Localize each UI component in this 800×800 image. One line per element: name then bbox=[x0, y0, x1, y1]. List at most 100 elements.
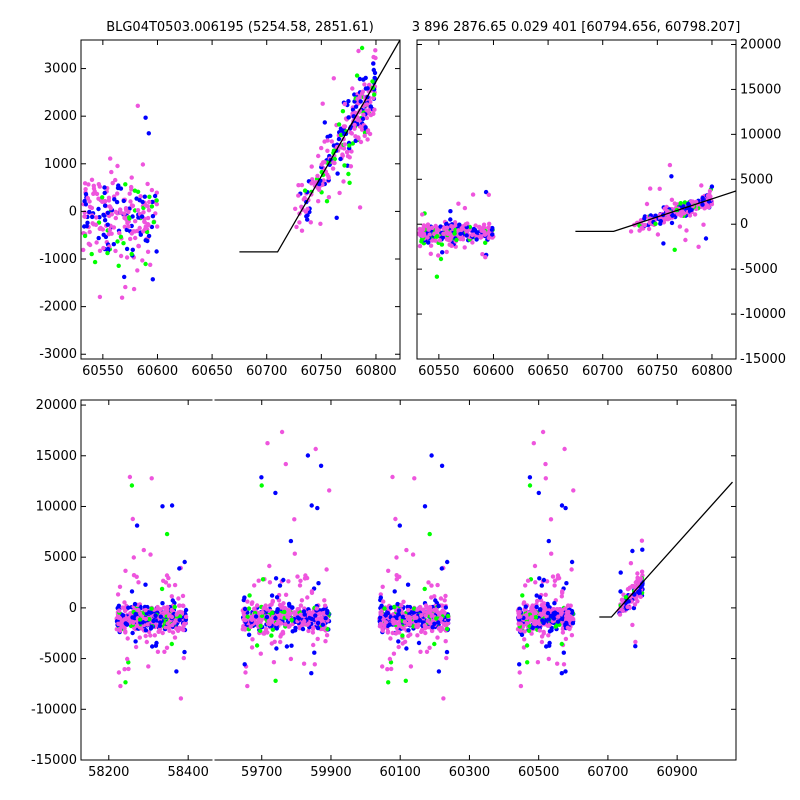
data-point bbox=[243, 670, 248, 675]
data-point bbox=[319, 145, 324, 151]
data-point bbox=[417, 231, 422, 236]
data-point bbox=[282, 609, 287, 615]
data-point bbox=[172, 620, 177, 625]
data-point bbox=[570, 621, 576, 626]
y-tick-label: 0 bbox=[740, 217, 748, 232]
data-point bbox=[165, 621, 170, 626]
data-point bbox=[279, 429, 285, 435]
data-point bbox=[102, 218, 108, 223]
data-point bbox=[559, 503, 565, 508]
data-point bbox=[118, 234, 124, 239]
data-point bbox=[683, 237, 688, 243]
data-point bbox=[246, 632, 252, 637]
data-point bbox=[552, 601, 557, 606]
data-point bbox=[169, 607, 174, 613]
data-point bbox=[701, 222, 706, 227]
data-point bbox=[137, 635, 142, 640]
data-point bbox=[131, 555, 136, 560]
data-point bbox=[116, 183, 121, 188]
data-point bbox=[299, 598, 305, 603]
data-point bbox=[517, 670, 522, 675]
model-line bbox=[239, 40, 400, 253]
data-point bbox=[541, 577, 547, 583]
data-point bbox=[669, 220, 675, 226]
data-point bbox=[527, 475, 533, 480]
data-point bbox=[552, 578, 558, 583]
data-point bbox=[141, 547, 146, 553]
data-point bbox=[278, 634, 283, 639]
data-point bbox=[160, 601, 165, 606]
data-point bbox=[258, 628, 263, 633]
data-point bbox=[452, 231, 457, 236]
data-point bbox=[324, 567, 329, 572]
data-point bbox=[394, 555, 399, 560]
data-point bbox=[405, 582, 411, 587]
data-point bbox=[438, 224, 443, 229]
data-point bbox=[315, 625, 321, 631]
data-point bbox=[394, 577, 399, 582]
data-point bbox=[111, 242, 117, 247]
data-point bbox=[130, 516, 135, 522]
data-point bbox=[329, 139, 334, 144]
x-tick-label: 60700 bbox=[582, 364, 623, 379]
data-point bbox=[277, 583, 283, 588]
data-point bbox=[336, 122, 342, 127]
data-point bbox=[357, 118, 362, 123]
data-point bbox=[118, 186, 124, 191]
data-point bbox=[458, 231, 463, 236]
data-point bbox=[552, 610, 558, 615]
data-point bbox=[483, 255, 488, 260]
data-point bbox=[299, 228, 305, 233]
data-point bbox=[163, 625, 168, 630]
data-point bbox=[463, 222, 468, 227]
data-point bbox=[563, 669, 568, 674]
axis-break-bottom bbox=[212, 759, 215, 762]
data-point bbox=[684, 228, 689, 233]
data-point bbox=[116, 263, 121, 268]
data-point bbox=[126, 209, 131, 215]
data-point bbox=[90, 221, 95, 226]
data-point bbox=[97, 294, 103, 300]
data-point bbox=[316, 199, 321, 204]
data-point bbox=[437, 238, 442, 243]
data-point bbox=[480, 252, 485, 257]
data-point bbox=[274, 595, 280, 600]
data-point bbox=[474, 237, 479, 242]
data-point bbox=[283, 592, 289, 597]
data-point bbox=[426, 227, 431, 232]
data-point bbox=[115, 592, 121, 597]
data-point bbox=[363, 75, 368, 81]
x-tick-label: 60550 bbox=[418, 364, 459, 379]
data-point bbox=[155, 649, 161, 654]
data-point bbox=[89, 251, 94, 257]
data-point bbox=[85, 220, 90, 225]
data-point bbox=[657, 186, 662, 191]
data-point bbox=[163, 610, 168, 615]
data-point bbox=[362, 82, 367, 87]
data-point bbox=[349, 149, 354, 154]
data-point bbox=[541, 601, 547, 606]
data-point bbox=[556, 614, 561, 619]
top-left-panel: 60550 60600 60650 60700 60750 60800 -3000 -2000… bbox=[39, 39, 401, 379]
data-point bbox=[269, 593, 275, 598]
data-point bbox=[569, 559, 575, 565]
data-point bbox=[617, 612, 623, 617]
data-point bbox=[133, 644, 139, 650]
x-tick-label: 60100 bbox=[380, 765, 421, 780]
data-point bbox=[357, 205, 363, 210]
data-point bbox=[358, 99, 363, 104]
data-point bbox=[96, 182, 102, 187]
data-point bbox=[368, 104, 373, 109]
data-point bbox=[682, 200, 688, 205]
data-point bbox=[628, 229, 634, 234]
data-point bbox=[136, 580, 141, 585]
data-point bbox=[82, 214, 88, 219]
data-point bbox=[316, 581, 321, 586]
data-point bbox=[164, 573, 170, 578]
data-point bbox=[263, 627, 269, 632]
data-point bbox=[432, 641, 437, 647]
data-point bbox=[393, 631, 399, 636]
data-point bbox=[445, 613, 451, 619]
data-point bbox=[403, 678, 408, 683]
data-point bbox=[524, 643, 530, 648]
